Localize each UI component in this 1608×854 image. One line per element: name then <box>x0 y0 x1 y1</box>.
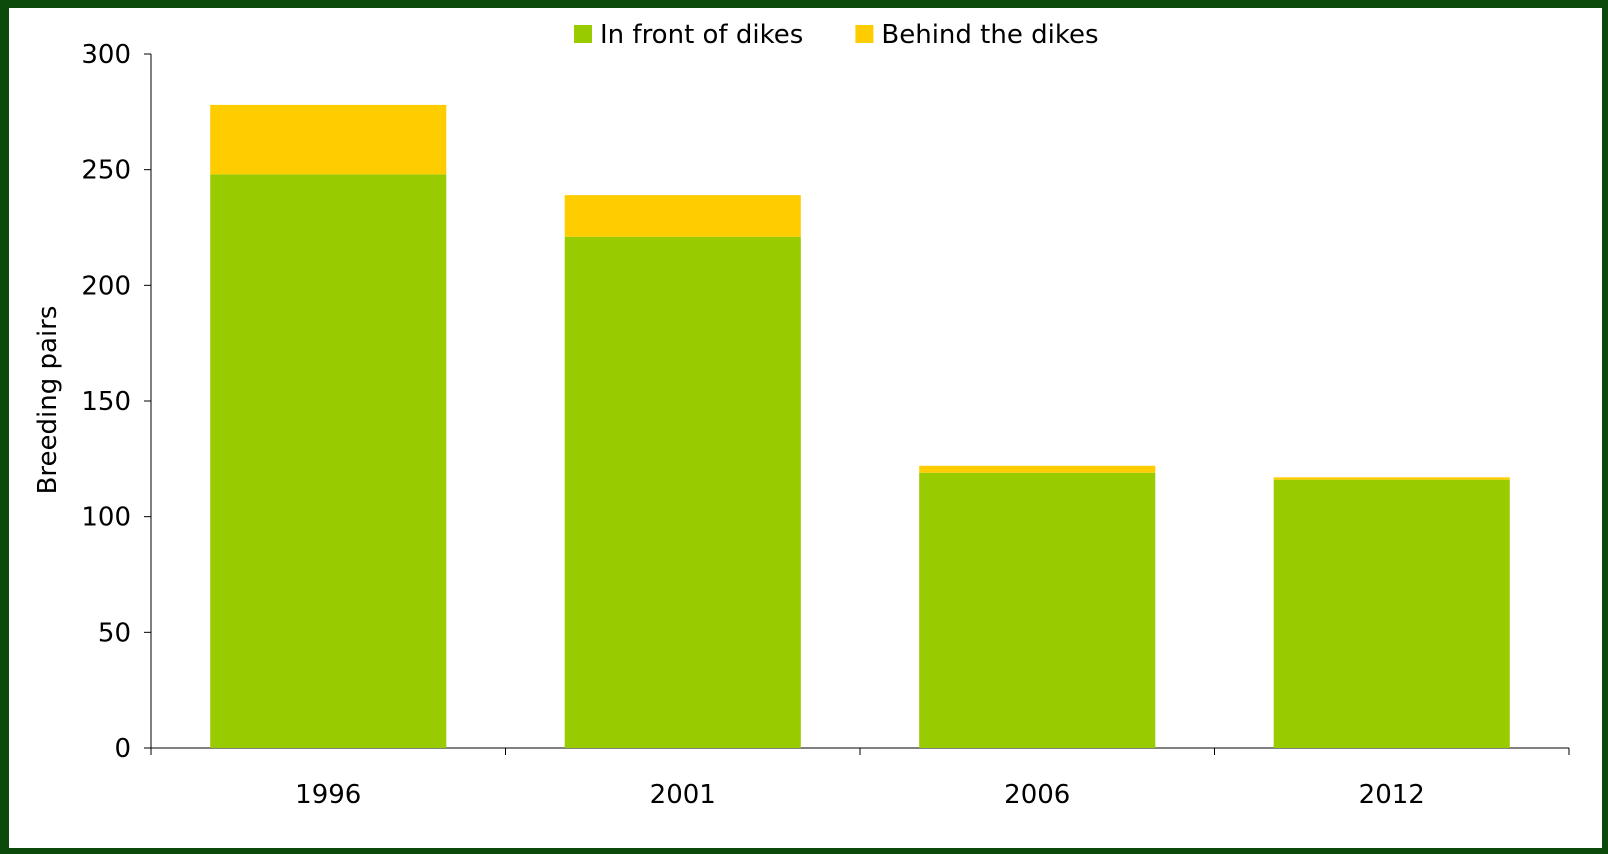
x-tick-label: 2012 <box>1359 780 1425 810</box>
y-axis-label: Breeding pairs <box>33 306 63 495</box>
bar-segment-behind-the-dikes-1996 <box>210 104 447 175</box>
stacked-bar-chart: In front of dikes Behind the dikes Breedi… <box>33 20 1570 810</box>
x-tick-label: 2006 <box>1004 780 1070 810</box>
y-tick-label: 150 <box>81 387 131 417</box>
legend-label: In front of dikes <box>600 20 803 50</box>
x-tick-label: 2001 <box>650 780 716 810</box>
y-tick-label: 250 <box>81 156 131 186</box>
y-tick-label: 0 <box>114 734 131 764</box>
legend: In front of dikes Behind the dikes <box>574 20 1099 50</box>
y-tick-label: 100 <box>81 503 131 533</box>
x-tick-label: 1996 <box>295 780 361 810</box>
y-tick-label: 300 <box>81 40 131 70</box>
bar-segment-in-front-of-dikes-2001 <box>564 236 801 748</box>
bar-segment-in-front-of-dikes-1996 <box>210 174 447 748</box>
bar-segment-behind-the-dikes-2001 <box>564 195 801 237</box>
legend-swatch <box>574 25 592 43</box>
bar-segment-in-front-of-dikes-2006 <box>919 472 1156 748</box>
y-tick-label: 50 <box>98 618 131 648</box>
x-axis: 1996 2001 2006 2012 <box>150 747 1570 810</box>
y-tick-label: 200 <box>81 271 131 301</box>
chart-panel: In front of dikes Behind the dikes Breedi… <box>9 8 1602 848</box>
bar-segment-behind-the-dikes-2012 <box>1273 477 1510 480</box>
y-axis: 0 50 100 150 200 250 300 <box>81 40 152 764</box>
legend-swatch <box>855 25 874 43</box>
bar-segment-behind-the-dikes-2006 <box>919 465 1156 473</box>
legend-label: Behind the dikes <box>881 20 1098 50</box>
bars <box>210 104 1510 748</box>
bar-segment-in-front-of-dikes-2012 <box>1273 479 1510 748</box>
